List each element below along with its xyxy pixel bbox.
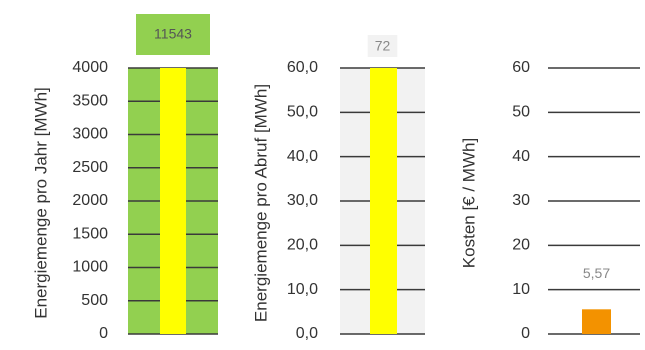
data-label-box <box>575 262 618 285</box>
y-tick-label: 10,0 <box>287 281 318 298</box>
y-tick-label: 60,0 <box>287 59 318 76</box>
y-axis-label: Energiemenge pro Jahr [MWh] <box>31 87 50 319</box>
y-tick-label: 500 <box>81 292 108 309</box>
y-tick-label: 4000 <box>72 59 108 76</box>
data-label: 72 <box>375 38 391 54</box>
data-label: 5,57 <box>583 265 610 281</box>
y-axis-label: Energiemenge pro Abruf [MWh] <box>251 84 270 322</box>
y-tick-label: 50,0 <box>287 104 318 121</box>
y-tick-label: 30,0 <box>287 192 318 209</box>
y-tick-label: 40,0 <box>287 148 318 165</box>
y-tick-label: 50 <box>512 104 530 121</box>
y-tick-label: 10 <box>512 281 530 298</box>
data-label-box <box>367 35 398 57</box>
y-tick-label: 40 <box>512 148 530 165</box>
data-label-box <box>136 14 210 55</box>
y-tick-label: 20 <box>512 237 530 254</box>
bar <box>582 309 611 334</box>
y-axis-label: Kosten [€ / MWh] <box>459 138 478 268</box>
y-tick-label: 1500 <box>72 225 108 242</box>
bar <box>160 68 186 334</box>
y-tick-label: 0 <box>99 325 108 342</box>
data-label: 11543 <box>154 26 192 42</box>
y-tick-label: 2000 <box>72 192 108 209</box>
y-tick-label: 1000 <box>72 259 108 276</box>
y-tick-label: 0,0 <box>296 325 318 342</box>
y-tick-label: 20,0 <box>287 237 318 254</box>
y-tick-label: 2500 <box>72 159 108 176</box>
y-tick-label: 0 <box>521 325 530 342</box>
y-tick-label: 3500 <box>72 92 108 109</box>
bar <box>370 68 397 334</box>
y-tick-label: 30 <box>512 192 530 209</box>
y-tick-label: 3000 <box>72 126 108 143</box>
y-tick-label: 60 <box>512 59 530 76</box>
